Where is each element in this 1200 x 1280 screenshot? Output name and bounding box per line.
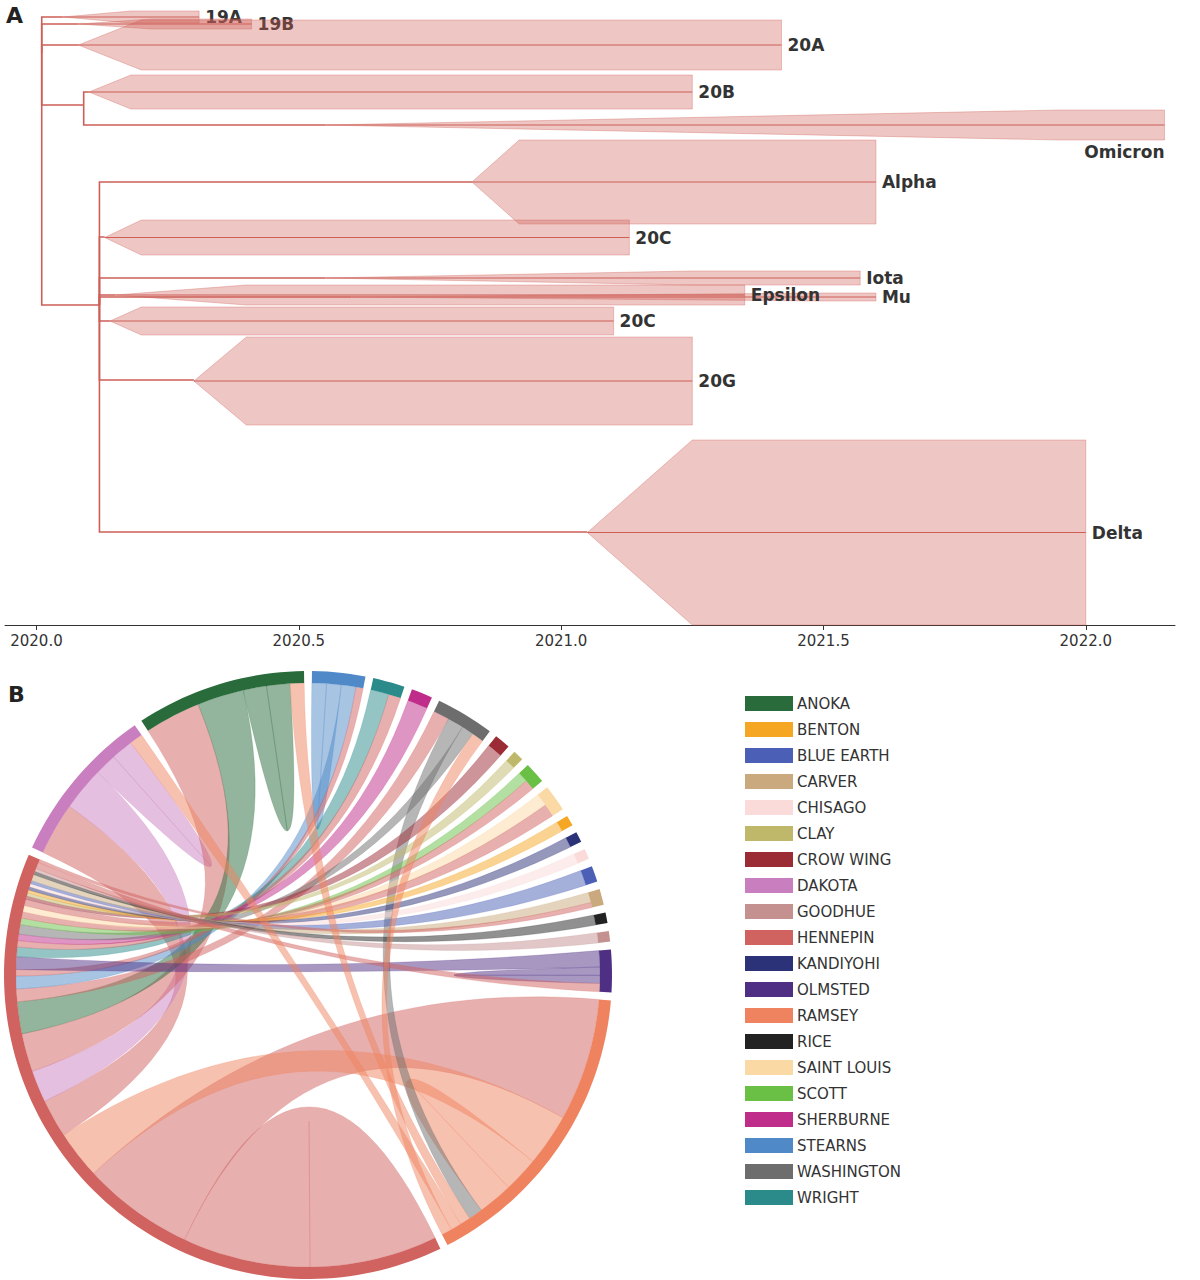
svg-text:2020.0: 2020.0: [10, 632, 63, 650]
svg-text:BENTON: BENTON: [797, 721, 860, 739]
svg-text:WASHINGTON: WASHINGTON: [797, 1163, 901, 1181]
svg-text:SCOTT: SCOTT: [797, 1085, 848, 1103]
svg-text:2021.5: 2021.5: [797, 632, 850, 650]
svg-text:20B: 20B: [698, 82, 735, 102]
svg-text:OLMSTED: OLMSTED: [797, 981, 870, 999]
svg-text:20A: 20A: [788, 35, 826, 55]
svg-text:CHISAGO: CHISAGO: [797, 799, 866, 817]
svg-text:Mu: Mu: [882, 287, 911, 307]
svg-text:2020.5: 2020.5: [273, 632, 326, 650]
svg-text:SAINT LOUIS: SAINT LOUIS: [797, 1059, 891, 1077]
svg-text:2022.0: 2022.0: [1060, 632, 1113, 650]
svg-text:Epsilon: Epsilon: [751, 285, 820, 305]
svg-text:KANDIYOHI: KANDIYOHI: [797, 955, 880, 973]
svg-text:HENNEPIN: HENNEPIN: [797, 929, 874, 947]
svg-text:Delta: Delta: [1092, 523, 1143, 543]
svg-text:SHERBURNE: SHERBURNE: [797, 1111, 890, 1129]
svg-text:Omicron: Omicron: [1084, 142, 1164, 162]
svg-text:Iota: Iota: [866, 268, 904, 288]
svg-text:BLUE EARTH: BLUE EARTH: [797, 747, 890, 765]
svg-text:RAMSEY: RAMSEY: [797, 1007, 859, 1025]
svg-text:19A: 19A: [205, 7, 242, 27]
svg-text:WRIGHT: WRIGHT: [797, 1189, 860, 1207]
svg-text:2021.0: 2021.0: [535, 632, 588, 650]
svg-text:20C: 20C: [620, 311, 656, 331]
svg-text:Alpha: Alpha: [882, 172, 937, 192]
svg-text:CARVER: CARVER: [797, 773, 858, 791]
svg-text:DAKOTA: DAKOTA: [797, 877, 858, 895]
svg-text:CLAY: CLAY: [797, 825, 835, 843]
svg-text:20G: 20G: [698, 371, 736, 391]
svg-text:20C: 20C: [635, 228, 671, 248]
svg-text:CROW WING: CROW WING: [797, 851, 891, 869]
svg-text:RICE: RICE: [797, 1033, 832, 1051]
svg-text:ANOKA: ANOKA: [797, 695, 851, 713]
svg-text:GOODHUE: GOODHUE: [797, 903, 876, 921]
svg-text:STEARNS: STEARNS: [797, 1137, 867, 1155]
svg-text:B: B: [8, 682, 25, 707]
svg-text:A: A: [6, 3, 23, 28]
